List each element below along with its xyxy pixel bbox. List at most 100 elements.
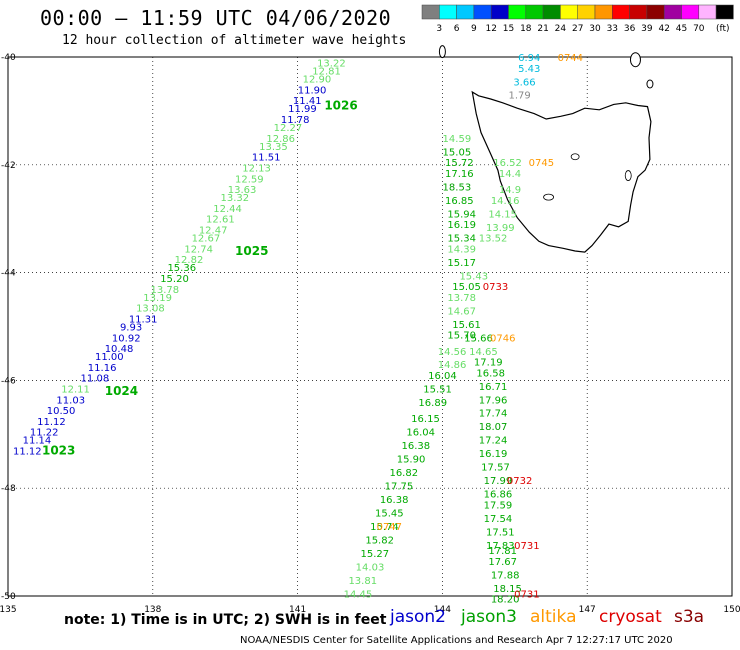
wave-height-label: 13.63 <box>228 185 257 196</box>
wave-height-label: 12.82 <box>175 255 204 266</box>
wave-height-label: 15.70 <box>447 331 476 342</box>
wave-height-label: 11.03 <box>56 395 85 406</box>
legend-label: 36 <box>624 24 636 34</box>
wave-height-label: 16.19 <box>479 449 508 460</box>
wave-height-label: 17.54 <box>484 514 513 525</box>
wave-height-label: 0731 <box>514 589 539 600</box>
wave-height-label: 12.74 <box>184 244 213 255</box>
wave-height-label: 15.66 <box>464 333 493 344</box>
wave-height-label: 14.16 <box>491 196 520 207</box>
latitude-tick-label: -50 <box>1 592 16 602</box>
wave-height-label: 14.39 <box>447 244 476 255</box>
track-id-label: 1023 <box>42 443 75 457</box>
wave-height-label: 16.82 <box>389 468 418 479</box>
wave-height-label: 14.15 <box>488 209 517 220</box>
wave-height-label: 17.24 <box>479 436 508 447</box>
wave-height-label: 17.96 <box>479 395 508 406</box>
wave-height-label: 9.93 <box>120 323 142 334</box>
wave-height-label: 17.59 <box>484 500 513 511</box>
wave-height-label: 13.52 <box>479 234 508 245</box>
wave-height-label: 11.16 <box>88 363 117 374</box>
wave-height-label: 11.41 <box>293 96 322 107</box>
wave-height-label: 17.67 <box>488 557 517 568</box>
track-id-label: 1024 <box>105 384 138 398</box>
credit-line: NOAA/NESDIS Center for Satellite Applica… <box>240 635 673 646</box>
wave-height-label: 17.83 <box>486 541 515 552</box>
legend-cryosat: cryosat <box>599 607 662 627</box>
wave-height-label: 17.19 <box>474 358 503 369</box>
legend-altika: altika <box>530 607 577 627</box>
king-island <box>438 45 446 59</box>
wave-height-label: 15.90 <box>397 455 426 466</box>
wave-height-label: 11.12 <box>37 417 66 428</box>
wave-height-label: 10.48 <box>105 344 134 355</box>
latitude-tick-label: -40 <box>1 53 16 63</box>
wave-height-label: 17.57 <box>481 463 510 474</box>
wave-height-label: 12.13 <box>242 163 271 174</box>
wave-height-label: 16.58 <box>476 368 505 379</box>
legend-label: 27 <box>572 24 583 34</box>
wave-height-label: 11.08 <box>81 374 110 385</box>
wave-height-label: 3.66 <box>513 77 535 88</box>
wave-height-label: 18.15 <box>493 584 522 595</box>
legend-label: 18 <box>520 24 532 34</box>
wave-height-label: 0745 <box>529 158 554 169</box>
wave-height-label: 0747 <box>377 522 402 533</box>
wave-height-label: 6.94 <box>518 53 540 64</box>
legend-label: 9 <box>471 24 477 34</box>
wave-height-label: 12.44 <box>213 204 242 215</box>
wave-height-label: 12.86 <box>266 134 295 145</box>
wave-height-label: 10.50 <box>47 406 76 417</box>
wave-height-label: 15.34 <box>447 234 476 245</box>
wave-height-label: 17.16 <box>445 169 474 180</box>
wave-height-label: 0732 <box>507 476 532 487</box>
legend-label: 42 <box>658 24 669 34</box>
color-legend: 3 6 9 12 15 18 21 24 27 30 33 36 39 42 45 70 (ft) <box>421 4 734 34</box>
legend-s3a: s3a <box>674 607 705 627</box>
latitude-tick-label: -48 <box>1 484 16 494</box>
wave-height-label: 11.78 <box>281 115 310 126</box>
wave-height-label: 16.38 <box>402 441 431 452</box>
wave-height-label: 13.78 <box>447 293 476 304</box>
legend-jason2: jason2 <box>390 607 446 627</box>
wave-height-label: 15.20 <box>160 274 189 285</box>
legend-label: 70 <box>693 24 705 34</box>
wave-height-label: 16.89 <box>418 398 447 409</box>
freycinet-peninsula <box>624 170 632 181</box>
legend-jason3: jason3 <box>461 607 517 627</box>
legend-unit: (ft) <box>716 24 730 34</box>
wave-height-label: 11.90 <box>298 85 327 96</box>
wave-height-label: 13.81 <box>348 576 377 587</box>
cape-barren-island <box>646 79 654 89</box>
longitude-tick-label: 138 <box>144 605 161 615</box>
wave-height-label: 11.12 <box>13 446 42 457</box>
longitude-tick-label: 147 <box>579 605 596 615</box>
wave-height-label: 15.82 <box>365 535 394 546</box>
wave-height-label: 15.17 <box>447 258 476 269</box>
wave-height-label: 15.74 <box>370 522 399 533</box>
wave-height-label: 12.67 <box>192 234 221 245</box>
wave-height-label: 15.61 <box>452 320 481 331</box>
wave-height-label: 17.88 <box>491 570 520 581</box>
legend-label: 3 <box>436 24 442 34</box>
wave-height-label: 17.99 <box>484 476 513 487</box>
legend-label: 33 <box>607 24 618 34</box>
wave-height-label: 16.52 <box>493 158 522 169</box>
track-id-label: 1026 <box>324 99 357 113</box>
wave-height-label: 15.05 <box>452 282 481 293</box>
wave-height-label: 13.78 <box>151 285 180 296</box>
latitude-tick-label: -44 <box>1 269 16 279</box>
map-frame <box>7 56 733 597</box>
wave-height-label: 13.22 <box>317 58 346 69</box>
longitude-tick-label: 141 <box>289 605 306 615</box>
wave-height-label: 16.71 <box>479 382 508 393</box>
lake-pedder <box>543 193 554 201</box>
wave-height-label: 16.38 <box>380 495 409 506</box>
wave-height-label: 14.9 <box>499 185 521 196</box>
wave-height-label: 0733 <box>483 282 508 293</box>
wave-height-label: 14.03 <box>356 562 385 573</box>
wave-height-label: 0746 <box>490 333 515 344</box>
wave-height-label: 0744 <box>558 53 583 64</box>
wave-height-label: 16.15 <box>411 414 440 425</box>
